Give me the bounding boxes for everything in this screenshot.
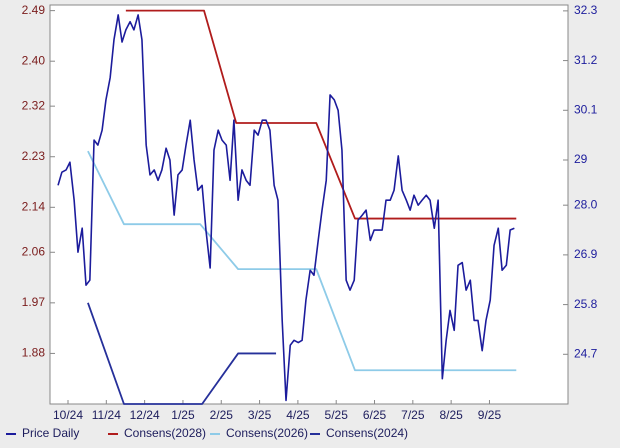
- y-tick-label: 1.97: [22, 295, 46, 309]
- x-tick-label: 5/25: [325, 408, 349, 422]
- x-tick-label: 10/24: [53, 408, 83, 422]
- series-line: [57, 14, 515, 402]
- y2-tick-label: 29: [574, 152, 588, 166]
- series-line: [87, 150, 517, 372]
- plot-area: [49, 4, 569, 405]
- y-tick-label: 2.06: [22, 244, 46, 258]
- series-line: [125, 9, 517, 220]
- x-tick-label: 4/25: [286, 408, 310, 422]
- y2-tick-label: 24.7: [574, 346, 598, 360]
- y2-tick-label: 32.3: [574, 3, 598, 17]
- y2-tick-label: 25.8: [574, 297, 598, 311]
- x-tick-label: 1/25: [171, 408, 195, 422]
- y2-tick-label: 31.2: [574, 53, 598, 67]
- legend-label: Consens(2026): [226, 426, 308, 440]
- y-tick-label: 2.32: [22, 98, 46, 112]
- x-tick-label: 11/24: [92, 408, 121, 422]
- legend-label: Price Daily: [22, 426, 79, 440]
- y-tick-label: 2.23: [22, 149, 46, 163]
- y2-tick-label: 28.0: [574, 197, 598, 211]
- y2-tick-label: 30.1: [574, 102, 598, 116]
- y2-tick-label: 26.9: [574, 247, 598, 261]
- x-tick-label: 12/24: [130, 408, 160, 422]
- x-tick-label: 3/25: [248, 408, 272, 422]
- x-tick-label: 6/25: [363, 408, 387, 422]
- x-tick-label: 8/25: [439, 408, 463, 422]
- y-tick-label: 2.49: [22, 3, 46, 17]
- x-tick-label: 2/25: [210, 408, 234, 422]
- y-tick-label: 2.40: [22, 53, 46, 67]
- y-tick-label: 1.88: [22, 346, 46, 360]
- legend-label: Consens(2028): [124, 426, 206, 440]
- y-tick-label: 2.14: [22, 199, 46, 213]
- x-tick-label: 7/25: [401, 408, 425, 422]
- series-line: [87, 302, 277, 405]
- x-tick-label: 9/25: [478, 408, 502, 422]
- legend-label: Consens(2024): [326, 426, 408, 440]
